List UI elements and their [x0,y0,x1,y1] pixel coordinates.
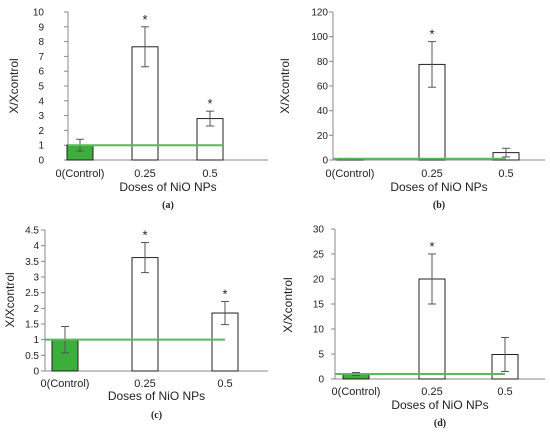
panel-1-y-tick-label-10: 10 [33,8,45,19]
panel-3-y-tick-label-7: 3.5 [25,257,39,268]
panel-1-category-label-2: 0.5 [202,168,217,180]
panel-1-y-tick-label-9: 9 [38,22,44,33]
panel-2-category-label-0: 0(Control) [326,168,375,180]
panel-3-significance-star-2: * [222,286,227,301]
panel-2-y-tick-label-1: 20 [317,131,329,142]
panel-2-y-tick-label-5: 100 [311,32,328,43]
panel-3-x-axis-title: Doses of NiO NPs [108,389,205,403]
panel-1-y-tick-label-7: 7 [38,52,44,63]
panel-3-y-tick-label-3: 1.5 [25,320,39,331]
panel-4-y-tick-label-1: 5 [318,350,324,361]
panel-1-y-tick-label-0: 0 [38,156,44,167]
panel-1-y-tick-label-8: 8 [38,37,44,48]
panel-1-significance-star-1: * [142,12,147,27]
panel-4-label: (d) [434,418,446,429]
panel-4-y-tick-label-2: 10 [313,325,325,336]
panel-3-y-tick-label-0: 0 [33,367,39,378]
panel-4-y-tick-label-5: 25 [313,250,325,261]
panel-2-category-label-2: 0.5 [498,168,513,180]
panel-2-label: (b) [433,200,445,211]
panel-4-y-tick-label-3: 15 [313,300,325,311]
panel-4-x-axis-title: Doses of NiO NPs [391,398,488,412]
panel-1-category-label-1: 0.25 [134,168,155,180]
panel-1-y-axis-title: X/Xcontrol [7,58,21,113]
panel-3-y-tick-label-8: 4 [33,241,39,252]
panel-3-significance-star-1: * [142,228,147,243]
panel-3-category-label-2: 0.5 [217,378,232,390]
panel-2-y-tick-label-3: 60 [317,82,329,93]
panel-3-bar-1 [131,257,159,372]
panel-3-y-axis-title: X/Xcontrol [3,272,17,327]
panel-4-y-tick-label-4: 20 [313,275,325,286]
panel-4-y-axis-title: X/Xcontrol [281,277,295,332]
panel-2-y-axis-title: X/Xcontrol [278,58,292,113]
panel-3-y-tick-label-6: 3 [33,273,39,284]
panel-2-category-label-1: 0.25 [421,168,442,180]
panel-1-y-tick-label-3: 3 [38,111,44,122]
panel-2-y-tick-label-0: 0 [322,156,328,167]
panel-4-category-label-0: 0(Control) [332,386,381,398]
panel-4-y-tick-label-0: 0 [318,375,324,386]
panel-1-y-tick-label-5: 5 [38,82,44,93]
panel-3-y-tick-label-2: 1 [33,335,39,346]
panel-2-significance-star-1: * [429,27,434,42]
panel-3-y-tick-label-5: 2.5 [25,288,39,299]
panel-2-x-axis-title: Doses of NiO NPs [390,180,487,194]
panel-3-category-label-1: 0.25 [134,378,155,390]
panel-1-y-tick-label-4: 4 [38,96,44,107]
panel-3-label: (c) [151,410,162,421]
panel-3-category-label-0: 0(Control) [41,378,90,390]
panel-2-y-tick-label-2: 40 [317,106,329,117]
panel-4-category-label-1: 0.25 [421,386,442,398]
panel-4-category-label-2: 0.5 [497,386,512,398]
panel-2-y-tick-label-6: 120 [311,8,328,19]
panel-1-label: (a) [162,200,174,211]
panel-1-significance-star-2: * [207,96,212,111]
panel-4-significance-star-1: * [429,239,434,254]
panel-2-y-tick-label-4: 80 [317,57,329,68]
panel-1-category-label-0: 0(Control) [56,168,105,180]
panel-1-y-tick-label-6: 6 [38,67,44,78]
panel-3-y-tick-label-1: 0.5 [25,351,39,362]
panel-1-y-tick-label-1: 1 [38,141,44,152]
panel-3-y-tick-label-9: 4.5 [25,226,39,237]
panel-3-y-tick-label-4: 2 [33,304,39,315]
panel-4-y-tick-label-6: 30 [313,225,325,236]
panel-1-y-tick-label-2: 2 [38,126,44,137]
panel-1-x-axis-title: Doses of NiO NPs [119,180,216,194]
